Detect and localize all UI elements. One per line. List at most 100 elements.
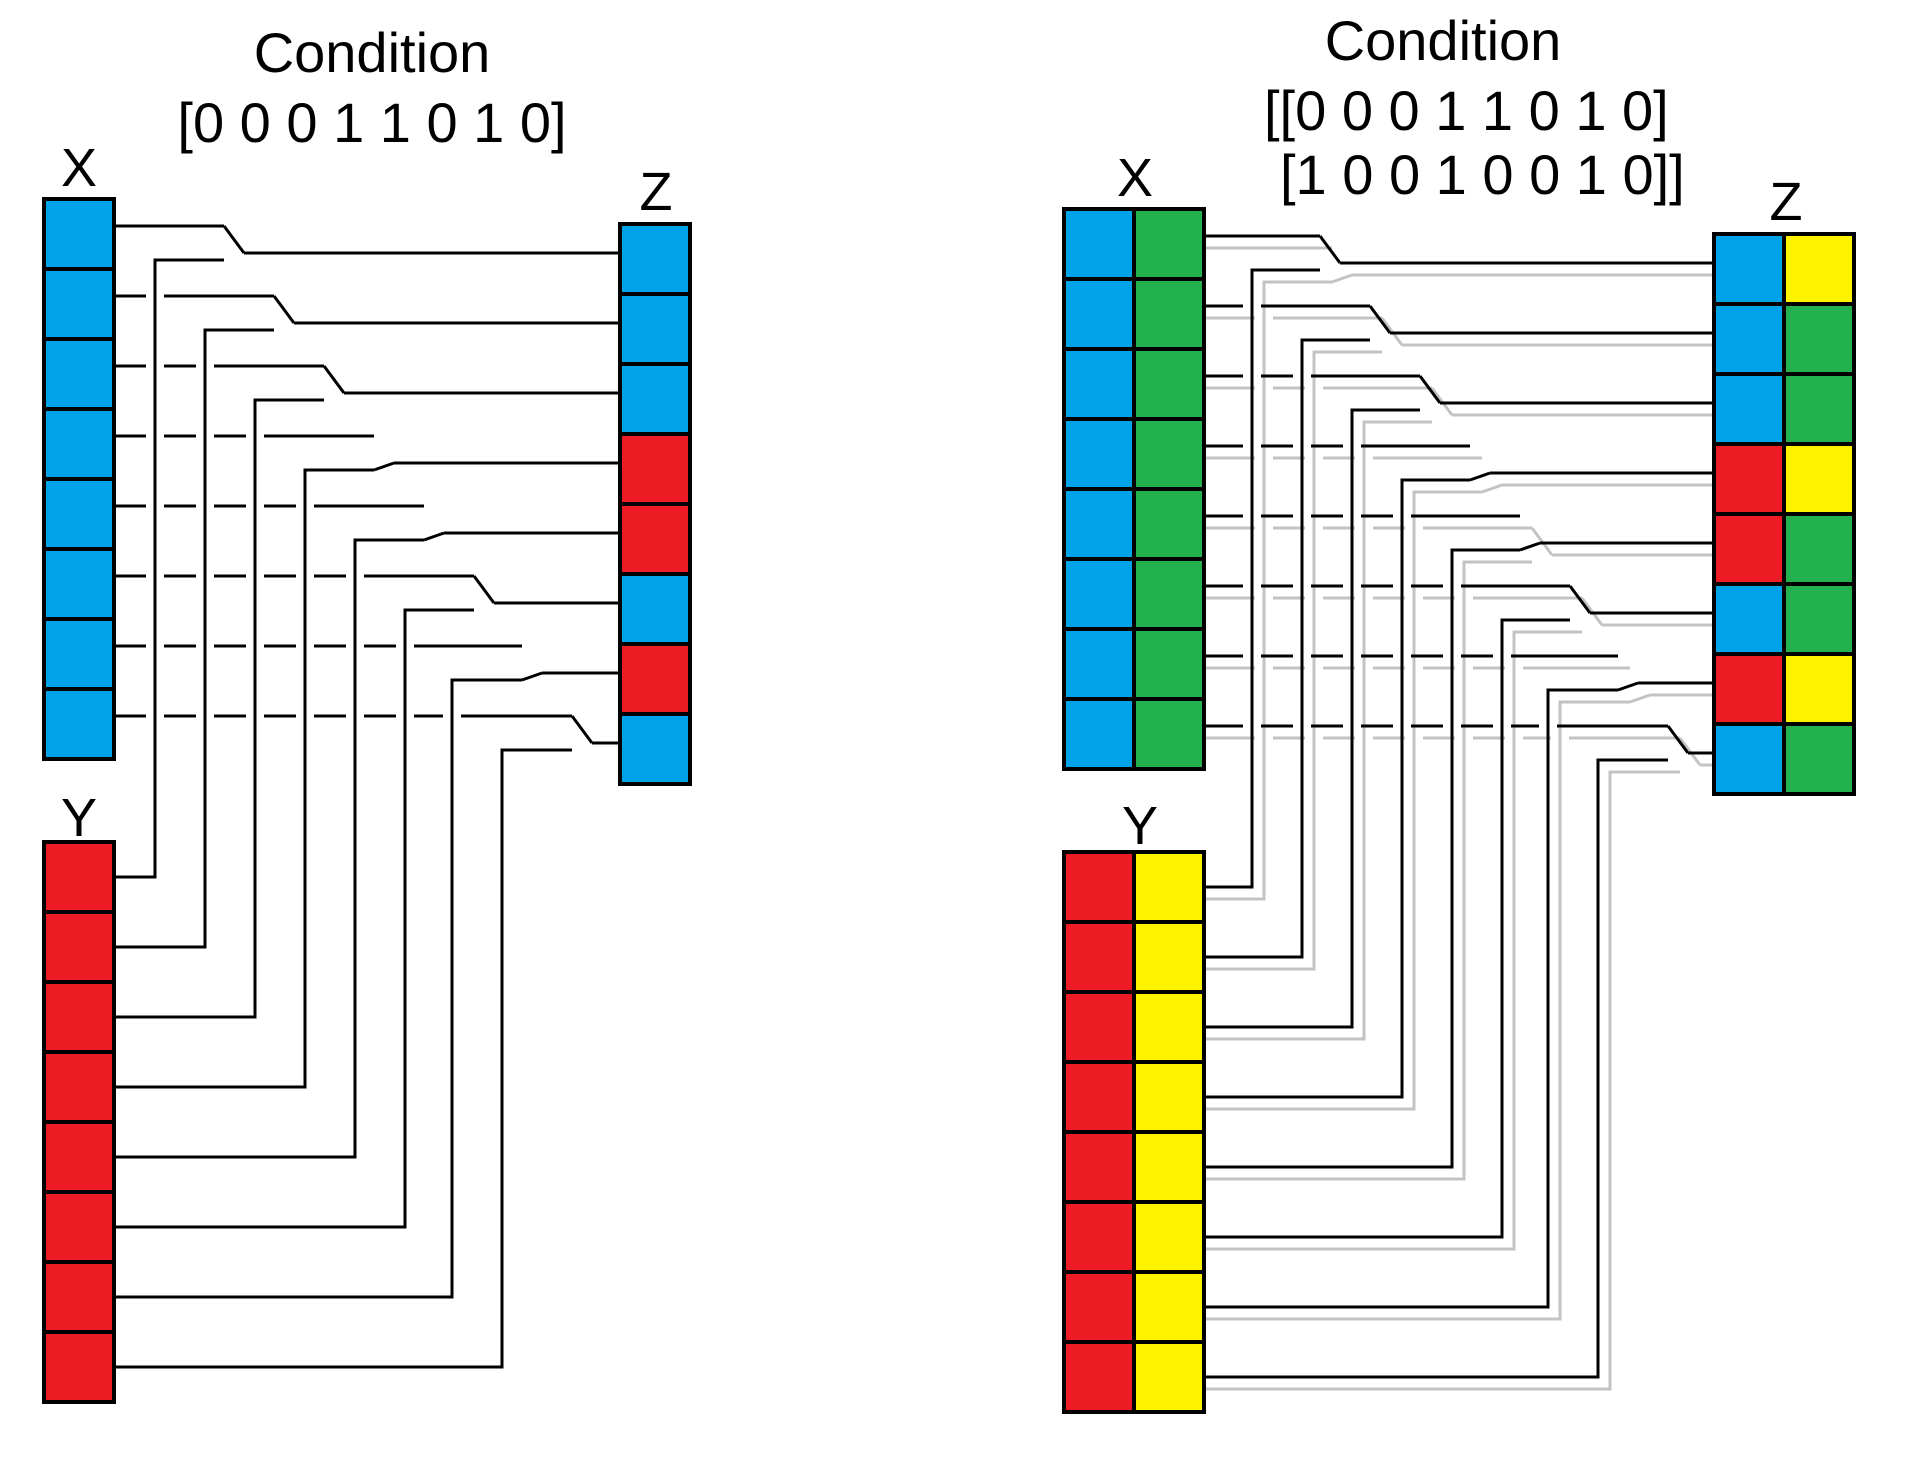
right-row-3-second-y-input	[1204, 490, 1482, 1111]
right-row-3-switch-blade	[1469, 471, 1491, 482]
right-row-6-switch-blade	[1617, 681, 1639, 692]
right-x-cell	[1062, 207, 1136, 281]
right-y-cell	[1132, 1340, 1206, 1414]
right-z-cell	[1712, 372, 1786, 446]
right-y-cell	[1062, 1340, 1136, 1414]
right-z-cell	[1712, 302, 1786, 376]
right-z-cell	[1782, 722, 1856, 796]
right-row-5-y-input	[1204, 618, 1570, 1239]
right-x-cell	[1132, 347, 1206, 421]
left-x-cell	[42, 547, 116, 621]
right-z-cell	[1782, 652, 1856, 726]
left-z-cell	[618, 432, 692, 506]
left-x-cell	[42, 687, 116, 761]
right-row-1-second-y-input	[1204, 350, 1382, 971]
right-z-array	[1712, 232, 1856, 796]
right-x-cell	[1132, 417, 1206, 491]
left-z-cell	[618, 292, 692, 366]
left-row-0-y-input	[114, 258, 224, 879]
left-row-6-switch-blade	[521, 671, 543, 682]
right-row-0-switch-blade	[1318, 235, 1342, 264]
right-x-cell	[1062, 697, 1136, 771]
left-row-7-y-input	[114, 748, 572, 1369]
left-x-cell	[42, 267, 116, 341]
right-z-label: Z	[1770, 172, 1803, 232]
right-x-label: X	[1117, 148, 1153, 208]
left-x-array	[42, 197, 116, 761]
right-row-7-second-y-input	[1204, 770, 1680, 1391]
left-y-cell	[42, 840, 116, 914]
left-x-label: X	[61, 138, 97, 198]
left-row-3-y-input	[114, 468, 374, 1089]
left-x-cell	[42, 617, 116, 691]
left-z-cell	[618, 642, 692, 716]
left-y-label: Y	[61, 788, 97, 848]
left-y-array	[42, 840, 116, 1404]
left-row-4-switch-blade	[423, 531, 445, 542]
right-y-cell	[1062, 1130, 1136, 1204]
right-y-cell	[1062, 920, 1136, 994]
right-row-0-second-y-input	[1204, 280, 1332, 901]
right-y-cell	[1062, 850, 1136, 924]
left-x-cell	[42, 477, 116, 551]
right-condition-line-1: [[0 0 0 1 1 0 1 0]	[1264, 79, 1669, 142]
left-z-array	[618, 222, 692, 786]
left-row-2-y-input	[114, 398, 324, 1019]
left-z-cell	[618, 222, 692, 296]
right-x-cell	[1132, 697, 1206, 771]
left-row-0-switch-blade	[222, 225, 246, 254]
right-row-0-second-switch-blade	[1331, 273, 1353, 284]
left-row-6-y-input	[114, 678, 522, 1299]
right-condition-line-2: [1 0 0 1 0 0 1 0]]	[1280, 143, 1685, 206]
right-x-cell	[1062, 627, 1136, 701]
right-y-cell	[1132, 1130, 1206, 1204]
right-z-cell	[1782, 582, 1856, 656]
left-x-cell	[42, 407, 116, 481]
left-title: Condition	[254, 21, 491, 84]
right-row-5-second-y-input	[1204, 630, 1582, 1251]
right-z-cell	[1712, 582, 1786, 656]
right-z-cell	[1712, 232, 1786, 306]
right-title: Condition	[1325, 9, 1562, 72]
left-y-cell	[42, 1190, 116, 1264]
left-wiring	[114, 224, 620, 1369]
left-z-cell	[618, 712, 692, 786]
right-y-cell	[1132, 1060, 1206, 1134]
right-x-cell	[1062, 417, 1136, 491]
left-y-cell	[42, 1330, 116, 1404]
right-row-5-switch-blade	[1568, 585, 1592, 614]
panel-double-condition: Condition [[0 0 0 1 1 0 1 0] [1 0 0 1 0 …	[1062, 9, 1856, 1414]
left-x-cell	[42, 337, 116, 411]
right-z-cell	[1782, 232, 1856, 306]
right-row-0-y-input	[1204, 268, 1320, 889]
right-x-array	[1062, 207, 1206, 771]
right-x-cell	[1132, 277, 1206, 351]
right-y-label: Y	[1122, 796, 1158, 856]
left-y-cell	[42, 1050, 116, 1124]
right-z-cell	[1712, 442, 1786, 516]
right-y-cell	[1062, 990, 1136, 1064]
left-y-cell	[42, 910, 116, 984]
right-x-cell	[1062, 347, 1136, 421]
left-z-cell	[618, 362, 692, 436]
right-row-4-y-input	[1204, 548, 1520, 1169]
left-y-cell	[42, 1260, 116, 1334]
right-wiring	[1204, 234, 1714, 1379]
right-z-cell	[1712, 652, 1786, 726]
left-z-label: Z	[640, 162, 673, 222]
right-row-3-y-input	[1204, 478, 1470, 1099]
panel-single-condition: Condition [0 0 0 1 1 0 1 0] X Y Z	[42, 21, 692, 1404]
right-y-array	[1062, 850, 1206, 1414]
left-y-cell	[42, 1120, 116, 1194]
right-y-cell	[1132, 1200, 1206, 1274]
right-row-4-switch-blade	[1519, 541, 1541, 552]
left-row-4-y-input	[114, 538, 424, 1159]
left-y-cell	[42, 980, 116, 1054]
right-x-cell	[1062, 487, 1136, 561]
right-row-3-second-switch-blade	[1481, 483, 1503, 494]
right-row-7-y-input	[1204, 758, 1668, 1379]
right-row-2-y-input	[1204, 408, 1420, 1029]
right-row-1-switch-blade	[1368, 305, 1392, 334]
left-z-cell	[618, 572, 692, 646]
